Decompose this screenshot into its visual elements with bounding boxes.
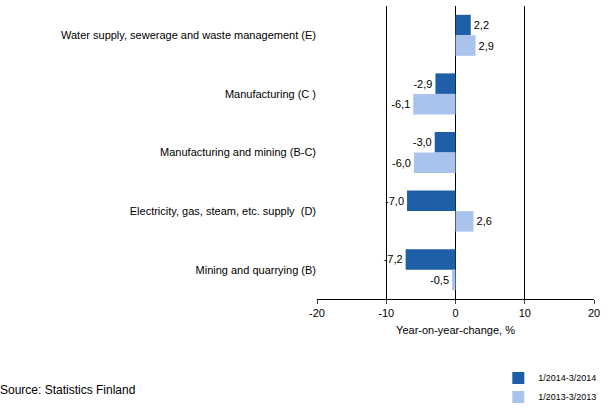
svg-text:2,9: 2,9 [479, 40, 494, 52]
svg-text:-7,0: -7,0 [385, 195, 404, 207]
svg-text:10: 10 [519, 307, 531, 319]
svg-text:Source: Statistics Finland: Source: Statistics Finland [0, 383, 135, 397]
svg-text:20: 20 [588, 307, 600, 319]
svg-text:-6,1: -6,1 [391, 98, 410, 110]
svg-text:Mining and quarrying (B): Mining and quarrying (B) [196, 264, 316, 276]
svg-text:-0,5: -0,5 [430, 274, 449, 286]
svg-text:1/2014-3/2014: 1/2014-3/2014 [538, 373, 596, 383]
svg-text:-3,0: -3,0 [413, 136, 432, 148]
svg-text:Water supply, sewerage and was: Water supply, sewerage and waste managem… [61, 29, 316, 41]
svg-text:Manufacturing and mining (B-C): Manufacturing and mining (B-C) [160, 146, 316, 158]
svg-text:Year-on-year-change, %: Year-on-year-change, % [396, 324, 515, 336]
svg-text:2,6: 2,6 [477, 215, 492, 227]
svg-text:-6,0: -6,0 [392, 157, 411, 169]
svg-text:-2,9: -2,9 [413, 78, 432, 90]
svg-text:0: 0 [452, 307, 458, 319]
svg-text:Electricity, gas, steam, etc.: Electricity, gas, steam, etc. supply (D) [130, 205, 316, 217]
svg-text:2,2: 2,2 [474, 19, 489, 31]
svg-text:Manufacturing (C ): Manufacturing (C ) [225, 88, 316, 100]
svg-text:-7,2: -7,2 [384, 253, 403, 265]
svg-text:-10: -10 [378, 307, 394, 319]
svg-text:1/2013-3/2013: 1/2013-3/2013 [538, 392, 596, 402]
svg-text:-20: -20 [309, 307, 325, 319]
